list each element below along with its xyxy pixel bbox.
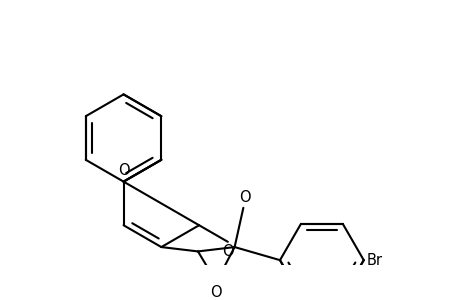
Text: O: O [239,190,250,205]
Text: O: O [222,244,233,260]
Text: O: O [118,163,129,178]
Text: Br: Br [365,253,381,268]
Text: O: O [210,285,222,300]
